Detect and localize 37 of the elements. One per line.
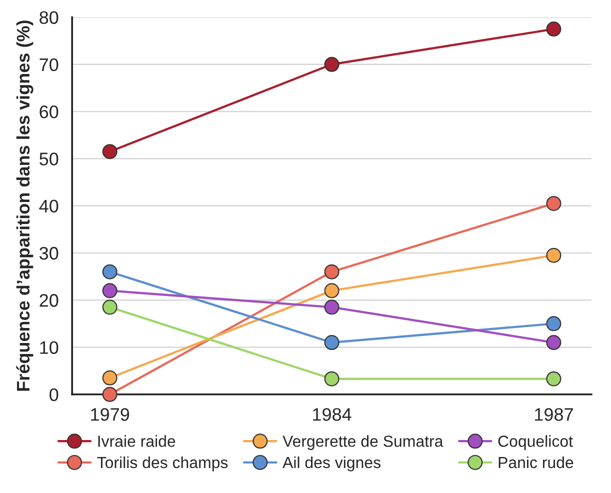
y-axis-title: Fréquence d’apparition dans les vignes (%) (16, 20, 34, 391)
point (324, 300, 340, 315)
point (546, 196, 562, 211)
x-tick-label: 1979 (91, 408, 130, 421)
point (324, 56, 340, 72)
point (324, 283, 340, 298)
legend-label: Vergerette de Sumatra (282, 435, 444, 450)
x-tick-label: 1987 (535, 408, 573, 421)
x-tick-label: 1984 (313, 408, 352, 421)
point (102, 264, 118, 280)
legend-label: Ivraie raide (98, 435, 176, 447)
y-tick-label: 70 (40, 58, 58, 72)
legend-label: Coquelicot (498, 435, 573, 450)
point (102, 370, 118, 386)
y-tick-label: 40 (39, 200, 58, 213)
point (546, 22, 562, 37)
point (324, 335, 340, 350)
point (102, 283, 118, 298)
point (546, 248, 562, 263)
legend-label: Panic rude (498, 456, 574, 468)
y-tick-label: 20 (40, 294, 58, 307)
y-tick-label: 30 (40, 246, 58, 260)
legend-label: Ail des vignes (282, 456, 380, 472)
point (546, 335, 562, 350)
point (102, 386, 118, 402)
y-tick-label: 10 (40, 341, 58, 354)
y-tick-label: 0 (50, 388, 58, 402)
point (546, 371, 562, 386)
legend-label: Torilis des champs (97, 456, 228, 472)
point (324, 371, 340, 386)
point (102, 300, 118, 315)
y-tick-label: 80 (40, 11, 58, 24)
point (324, 264, 340, 280)
y-tick-label: 60 (40, 105, 58, 118)
point (102, 144, 118, 160)
y-tick-label: 50 (40, 152, 58, 166)
point (546, 316, 562, 332)
